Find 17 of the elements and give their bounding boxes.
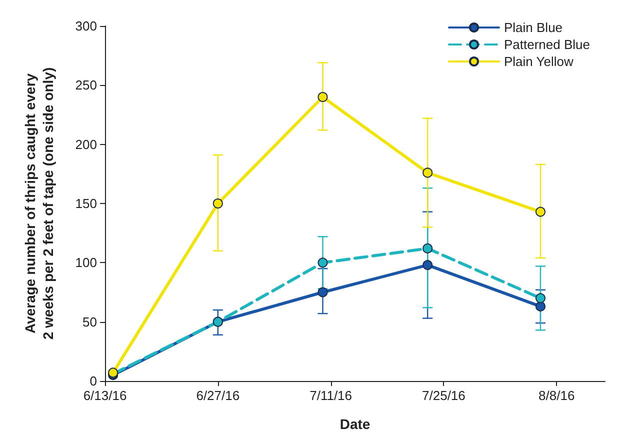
legend-label: Plain Blue (504, 20, 563, 35)
y-tick-label: 250 (75, 78, 97, 93)
x-tick-label: 8/8/16 (538, 388, 575, 403)
x-tick-label: 7/11/16 (310, 388, 352, 403)
x-axis-title: Date (340, 416, 370, 432)
y-tick-label: 100 (75, 255, 97, 270)
y-axis-title: Average number of thrips caught every 2 weeks per 2 feet of tape (one side only) (22, 67, 56, 340)
y-tick-label: 50 (82, 314, 97, 330)
x-tick-label: 7/25/16 (422, 388, 466, 403)
x-tick-label: 6/27/16 (196, 388, 240, 403)
x-tick-label: 6/13/16 (83, 388, 127, 403)
y-tick-label: 300 (75, 18, 97, 34)
legend-label: Plain Yellow (504, 54, 574, 69)
y-tick-label: 150 (75, 196, 97, 211)
y-tick-label: 0 (90, 374, 97, 388)
y-tick-label: 200 (75, 136, 97, 152)
legend-label: Patterned Blue (504, 37, 590, 52)
